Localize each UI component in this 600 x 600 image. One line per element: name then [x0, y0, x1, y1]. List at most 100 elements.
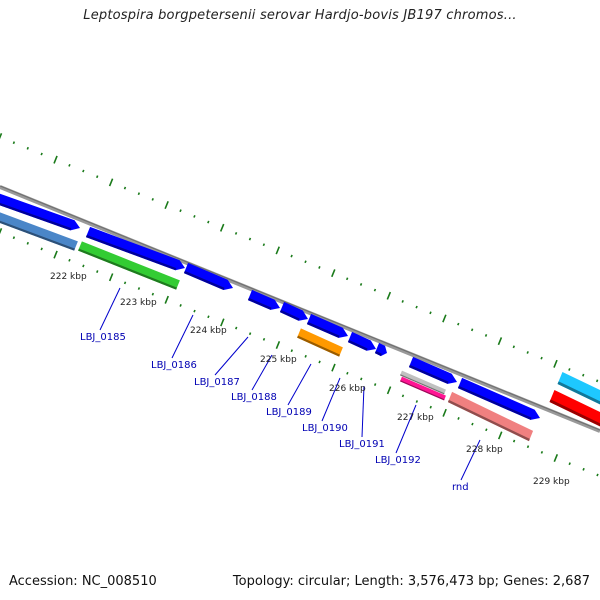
- inner-scale-tick: [304, 354, 307, 358]
- feature-cyan[interactable]: [557, 371, 600, 408]
- inner-scale-tick: [290, 349, 293, 353]
- gene-lbj-0184[interactable]: [0, 191, 80, 231]
- gene-lbj-0190-shade: [347, 339, 368, 351]
- outer-scale-tick: [207, 220, 210, 224]
- feature-silver[interactable]: [400, 370, 446, 395]
- inner-scale-tick: [220, 318, 225, 327]
- gene-label-rnd[interactable]: rnd: [452, 482, 469, 493]
- leader-lbj-0188: [251, 354, 273, 391]
- gene-label-lbj-0185[interactable]: LBJ_0185: [80, 332, 126, 343]
- scale-ticks: [0, 132, 599, 477]
- inner-scale-tick: [596, 473, 599, 477]
- inner-scale-tick: [457, 417, 460, 420]
- inner-scale-tick: [248, 332, 252, 336]
- feature-pink[interactable]: [447, 391, 534, 442]
- outer-scale-tick: [193, 214, 196, 218]
- gene-lbj-0187[interactable]: [247, 289, 280, 310]
- inner-scale-tick: [318, 360, 321, 364]
- backbone-line-highlight: [0, 185, 600, 431]
- feature-orange-body: [297, 328, 343, 357]
- feature-orange[interactable]: [297, 328, 343, 357]
- inner-scale-tick: [275, 341, 281, 350]
- feature-magenta[interactable]: [400, 376, 446, 401]
- gene-label-lbj-0191[interactable]: LBJ_0191: [339, 439, 385, 450]
- gene-lbj-0190-body: [347, 331, 376, 351]
- inner-scale-tick: [346, 371, 349, 375]
- feature-pink-body: [447, 391, 534, 442]
- outer-scale-tick: [0, 132, 3, 140]
- outer-scale-tick: [595, 379, 599, 383]
- outer-scale-tick: [526, 351, 529, 354]
- leader-rnd: [460, 439, 481, 481]
- inner-scale-tick: [235, 326, 238, 330]
- gene-lbj-0188-body: [279, 301, 308, 321]
- topology-summary: Topology: circular; Length: 3,576,473 bp…: [232, 574, 590, 589]
- scale-label-222: 222 kbp: [50, 272, 87, 282]
- gene-lbj-0185[interactable]: [85, 226, 185, 271]
- outer-scale-tick: [359, 283, 363, 286]
- feature-blue-reverse[interactable]: [0, 209, 78, 251]
- leader-lbj-0189: [287, 363, 312, 406]
- feature-silver-body: [400, 370, 446, 395]
- gene-label-lbj-0187[interactable]: LBJ_0187: [194, 377, 240, 388]
- inner-scale-tick: [108, 273, 114, 282]
- scale-label-227: 227 kbp: [397, 413, 434, 423]
- gene-lbj-0192-body: [408, 356, 457, 384]
- gene-lbj-0192-shade: [408, 364, 449, 384]
- gene-label-lbj-0186[interactable]: LBJ_0186: [151, 360, 197, 371]
- outer-scale-tick: [386, 291, 392, 300]
- gene-label-lbj-0192[interactable]: LBJ_0192: [375, 455, 421, 466]
- gene-lbj-0190[interactable]: [347, 331, 376, 351]
- backbone-line: [0, 185, 600, 433]
- gene-rnd[interactable]: [457, 377, 540, 420]
- outer-scale-tick: [179, 209, 182, 213]
- inner-scale-tick: [512, 439, 516, 443]
- outer-scale-tick: [40, 152, 43, 156]
- outer-scale-tick: [123, 186, 127, 190]
- gene-lbj-0191-shade: [374, 350, 382, 357]
- inner-scale-tick: [471, 422, 474, 426]
- outer-scale-tick: [53, 155, 58, 164]
- inner-scale-tick: [82, 264, 85, 268]
- gene-lbj-0186-body: [183, 262, 233, 290]
- gene-lbj-0184-body: [0, 193, 80, 231]
- gene-label-lbj-0190[interactable]: LBJ_0190: [302, 423, 348, 434]
- inner-scale-tick: [262, 337, 266, 341]
- accession-text: Accession: NC_008510: [9, 574, 157, 589]
- inner-scale-tick: [151, 292, 155, 296]
- gene-lbj-0191[interactable]: [374, 342, 387, 357]
- gene-lbj-0185-body: [85, 226, 185, 271]
- feature-red[interactable]: [549, 389, 600, 430]
- leader-lbj-0185: [99, 287, 121, 331]
- gene-label-lbj-0189[interactable]: LBJ_0189: [266, 407, 312, 418]
- feature-blue-reverse-body: [0, 212, 78, 251]
- leader-lbj-0190: [321, 377, 341, 422]
- label-leaders: [99, 287, 481, 481]
- inner-scale-tick: [137, 287, 141, 290]
- gene-lbj-0186[interactable]: [183, 262, 233, 290]
- gene-lbj-0189[interactable]: [306, 313, 348, 338]
- leader-lbj-0191: [361, 385, 365, 438]
- inner-scale-tick: [207, 315, 210, 319]
- inner-scale-tick: [68, 258, 71, 262]
- leader-lbj-0192: [395, 404, 417, 454]
- inner-scale-tick: [526, 445, 530, 449]
- gene-lbj-0188[interactable]: [279, 301, 308, 321]
- gene-label-lbj-0188[interactable]: LBJ_0188: [231, 392, 277, 403]
- gene-lbj-0192[interactable]: [408, 356, 457, 384]
- gene-rnd-shade: [457, 385, 532, 420]
- feature-green[interactable]: [78, 241, 180, 290]
- inner-scale-tick: [553, 454, 559, 463]
- inner-scale-tick: [331, 363, 336, 372]
- outer-scale-tick: [429, 311, 432, 315]
- gene-lbj-0184-shade: [0, 202, 72, 231]
- outer-scale-tick: [12, 141, 16, 145]
- outer-scale-tick: [262, 243, 266, 247]
- feature-green-body: [78, 241, 180, 290]
- inner-scale-tick: [582, 467, 585, 471]
- outer-scale-tick: [108, 178, 114, 187]
- inner-scale-tick: [540, 450, 544, 454]
- outer-scale-tick: [331, 269, 336, 278]
- outer-scale-tick: [415, 305, 418, 309]
